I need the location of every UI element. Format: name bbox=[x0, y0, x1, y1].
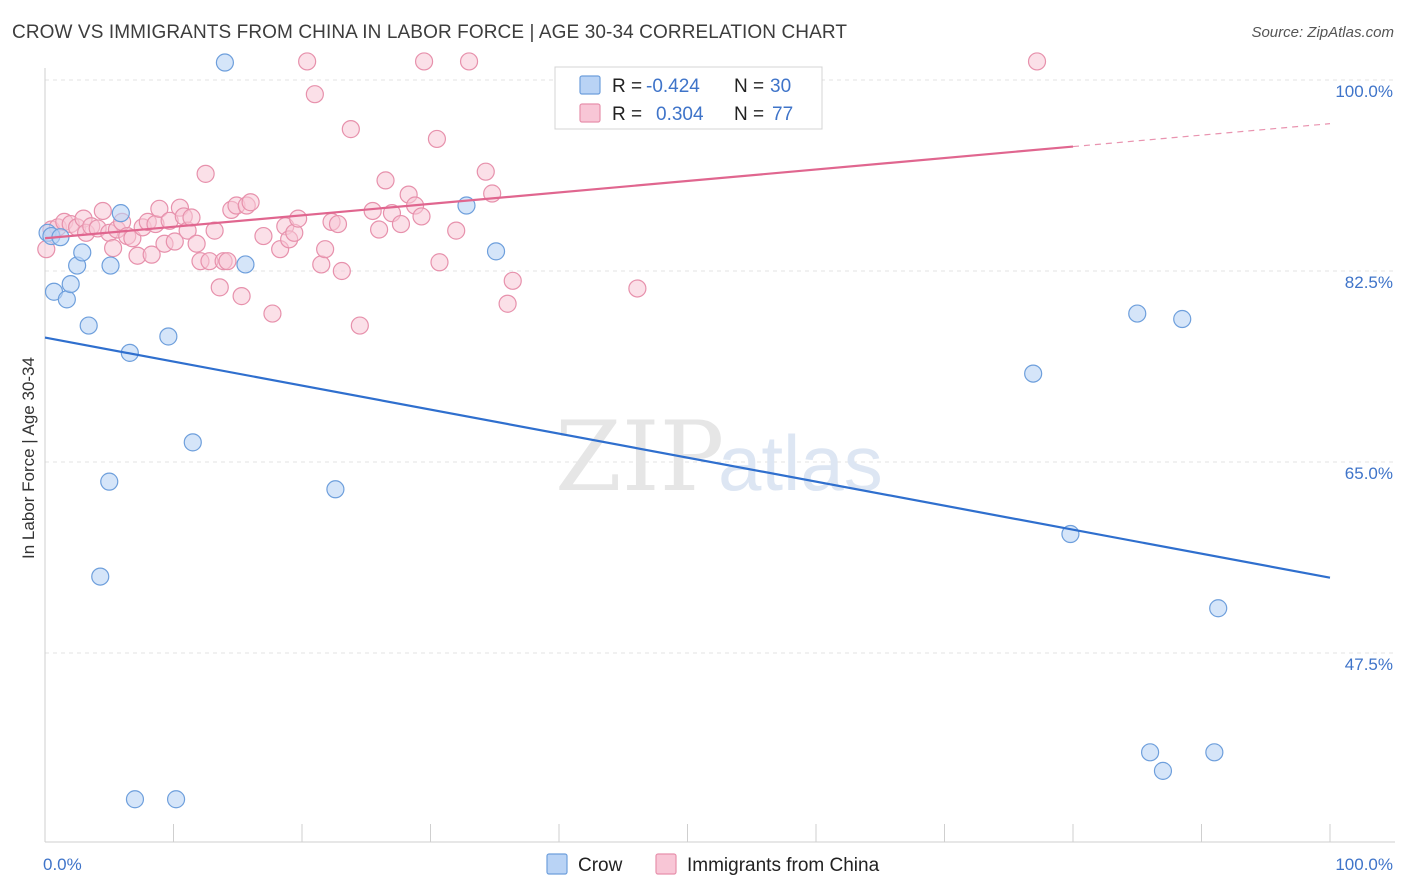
crow-point bbox=[1024, 364, 1043, 383]
china-point bbox=[316, 240, 335, 259]
china-point bbox=[289, 209, 308, 228]
crow-point bbox=[1209, 599, 1228, 618]
china-point bbox=[628, 279, 647, 298]
china-trend-extension bbox=[1072, 123, 1331, 148]
china-trend-line bbox=[44, 145, 1074, 240]
crow-point bbox=[91, 567, 110, 586]
legend-crow-swatch bbox=[579, 75, 601, 95]
crow-point bbox=[1128, 304, 1147, 323]
china-point bbox=[476, 162, 495, 181]
china-point bbox=[498, 294, 517, 313]
crow-point bbox=[1173, 309, 1192, 329]
crow-point bbox=[159, 327, 178, 346]
x-tick-label-min: 0.0% bbox=[43, 855, 82, 874]
china-point bbox=[312, 255, 331, 274]
crow-point bbox=[57, 290, 76, 309]
crow-point bbox=[183, 433, 202, 452]
crow-point bbox=[215, 53, 234, 72]
crow-point bbox=[1205, 743, 1224, 762]
china-point bbox=[427, 129, 447, 149]
china-point bbox=[305, 85, 324, 104]
bottom-legend-china-label: Immigrants from China bbox=[687, 855, 880, 876]
china-point bbox=[182, 208, 201, 227]
china-point bbox=[232, 287, 251, 306]
china-point bbox=[328, 214, 348, 234]
y-tick-label: 65.0% bbox=[1345, 464, 1393, 483]
china-point bbox=[263, 304, 282, 323]
legend-china-n-value: 77 bbox=[772, 104, 793, 125]
crow-point bbox=[79, 316, 98, 335]
china-point bbox=[447, 221, 466, 240]
china-point bbox=[298, 52, 317, 71]
china-point bbox=[341, 120, 360, 139]
crow-point bbox=[1153, 761, 1173, 780]
crow-point bbox=[61, 274, 80, 294]
series-legend: Crow Immigrants from China bbox=[546, 853, 880, 876]
china-point bbox=[165, 232, 184, 251]
bottom-legend-crow-label: Crow bbox=[578, 855, 623, 876]
trend-lines bbox=[44, 123, 1331, 579]
china-point bbox=[412, 207, 431, 226]
legend-crow-r-label: R = bbox=[612, 76, 642, 97]
legend-crow-n-label: N = bbox=[734, 76, 764, 97]
watermark: ZIP atlas bbox=[555, 401, 883, 513]
x-tick-label-max: 100.0% bbox=[1335, 855, 1393, 874]
crow-trend-line bbox=[44, 336, 1331, 579]
y-tick-label: 47.5% bbox=[1345, 655, 1393, 674]
legend-china-r-value: 0.304 bbox=[656, 104, 704, 125]
stats-legend: R = -0.424 N = 30 R = 0.304 N = 77 bbox=[554, 66, 823, 130]
china-point bbox=[414, 52, 434, 71]
watermark-atlas: atlas bbox=[718, 419, 883, 507]
china-point bbox=[150, 199, 169, 218]
china-point bbox=[218, 252, 237, 271]
china-point bbox=[363, 201, 382, 221]
bottom-legend-crow-swatch bbox=[546, 853, 568, 875]
crow-point bbox=[326, 480, 345, 499]
chart-source: Source: ZipAtlas.com bbox=[1251, 24, 1394, 41]
china-point bbox=[254, 226, 273, 246]
legend-china-r-label: R = bbox=[612, 104, 642, 125]
china-point bbox=[196, 164, 215, 183]
china-point bbox=[104, 238, 123, 258]
y-axis-title: In Labor Force | Age 30-34 bbox=[19, 357, 38, 559]
legend-china-swatch bbox=[579, 103, 601, 123]
axes: 47.5% 65.0% 82.5% 100.0% 0.0% 100.0% bbox=[43, 68, 1395, 874]
china-point bbox=[350, 316, 369, 335]
china-point bbox=[241, 193, 260, 212]
watermark-zip: ZIP bbox=[555, 401, 724, 513]
china-point bbox=[430, 253, 449, 272]
china-point bbox=[376, 171, 395, 190]
legend-china-n-label: N = bbox=[734, 104, 764, 125]
gridlines bbox=[45, 79, 1395, 654]
bottom-legend-china-swatch bbox=[655, 853, 677, 875]
crow-point bbox=[100, 472, 119, 491]
china-point bbox=[503, 271, 522, 290]
china-point bbox=[370, 220, 389, 239]
crow-point bbox=[236, 255, 255, 274]
china-point bbox=[1027, 52, 1047, 71]
y-tick-label: 100.0% bbox=[1335, 82, 1393, 101]
china-point bbox=[142, 245, 161, 264]
legend-crow-r-value: -0.424 bbox=[646, 76, 700, 97]
crow-point bbox=[111, 204, 130, 223]
crow-point bbox=[166, 790, 186, 809]
china-point bbox=[391, 214, 411, 234]
legend-crow-n-value: 30 bbox=[770, 76, 791, 97]
crow-point bbox=[101, 256, 120, 275]
chart-title: CROW VS IMMIGRANTS FROM CHINA IN LABOR F… bbox=[12, 22, 848, 43]
crow-point bbox=[486, 242, 506, 261]
china-point bbox=[459, 52, 479, 71]
china-point bbox=[93, 201, 112, 221]
china-point bbox=[210, 278, 229, 297]
crow-point bbox=[73, 243, 92, 262]
china-point bbox=[187, 234, 206, 253]
y-tick-label: 82.5% bbox=[1345, 273, 1393, 292]
crow-point bbox=[125, 790, 145, 809]
crow-point bbox=[1140, 743, 1160, 762]
china-point bbox=[332, 261, 351, 281]
